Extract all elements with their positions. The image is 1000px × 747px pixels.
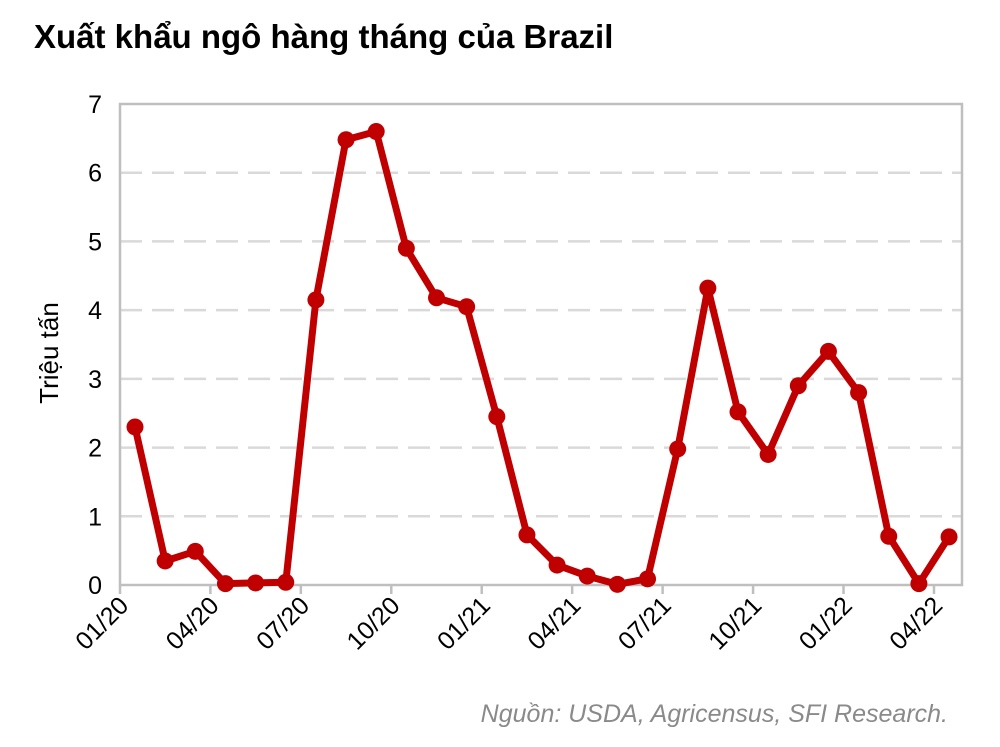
data-point xyxy=(367,122,385,140)
data-point xyxy=(337,131,355,149)
y-axis-ticks: 0 1 2 3 4 5 6 7 xyxy=(88,91,102,600)
data-point xyxy=(759,445,777,463)
data-point xyxy=(428,289,445,307)
data-point xyxy=(819,342,837,360)
y-tick-label: 6 xyxy=(88,160,102,188)
data-point xyxy=(639,570,657,588)
data-point xyxy=(458,298,476,316)
data-point xyxy=(880,527,898,545)
x-tick-label: 04/22 xyxy=(884,591,948,655)
source-note: Nguồn: USDA, Agricensus, SFI Research. xyxy=(480,700,948,728)
data-point xyxy=(910,575,928,593)
data-point xyxy=(186,542,204,560)
data-point xyxy=(307,291,325,309)
data-point xyxy=(216,575,234,593)
data-point xyxy=(578,567,596,585)
y-tick-label: 5 xyxy=(88,228,102,256)
x-tick-label: 10/20 xyxy=(341,591,405,655)
x-tick-label: 01/21 xyxy=(432,591,496,655)
data-point xyxy=(518,526,536,544)
x-tick-label: 04/20 xyxy=(161,591,225,655)
data-point xyxy=(277,573,295,591)
y-tick-label: 7 xyxy=(88,91,102,119)
x-tick-label: 07/20 xyxy=(251,591,315,655)
data-point xyxy=(548,556,566,574)
data-point xyxy=(699,279,717,297)
series-line xyxy=(131,128,953,588)
data-point xyxy=(247,574,265,592)
data-point xyxy=(789,377,807,395)
data-point xyxy=(940,528,958,546)
x-tick-label: 07/21 xyxy=(613,591,677,655)
data-point xyxy=(156,552,174,570)
data-point xyxy=(488,408,506,426)
x-tick-label: 01/22 xyxy=(794,591,858,655)
data-point xyxy=(397,239,415,257)
x-tick-label: 10/21 xyxy=(703,591,767,655)
data-point xyxy=(729,403,747,421)
data-point xyxy=(850,384,868,402)
y-tick-label: 1 xyxy=(88,503,102,531)
x-tick-label: 04/21 xyxy=(522,591,586,655)
y-tick-label: 0 xyxy=(88,572,102,600)
y-axis-label: Triệu tấn xyxy=(34,302,64,404)
data-point xyxy=(126,418,144,436)
gridlines xyxy=(120,171,962,518)
y-tick-label: 4 xyxy=(88,297,102,325)
x-tick-label: 01/20 xyxy=(70,591,134,655)
chart-title: Xuất khẩu ngô hàng tháng của Brazil xyxy=(34,18,614,55)
y-tick-label: 2 xyxy=(88,435,102,463)
data-point xyxy=(669,440,687,458)
y-tick-label: 3 xyxy=(88,366,102,394)
plot-frame xyxy=(118,102,964,587)
x-axis-ticks: 01/20 04/20 07/20 10/20 01/21 04/21 07/21 10/21… xyxy=(70,585,948,655)
series-points xyxy=(126,122,958,593)
data-point xyxy=(608,575,626,593)
